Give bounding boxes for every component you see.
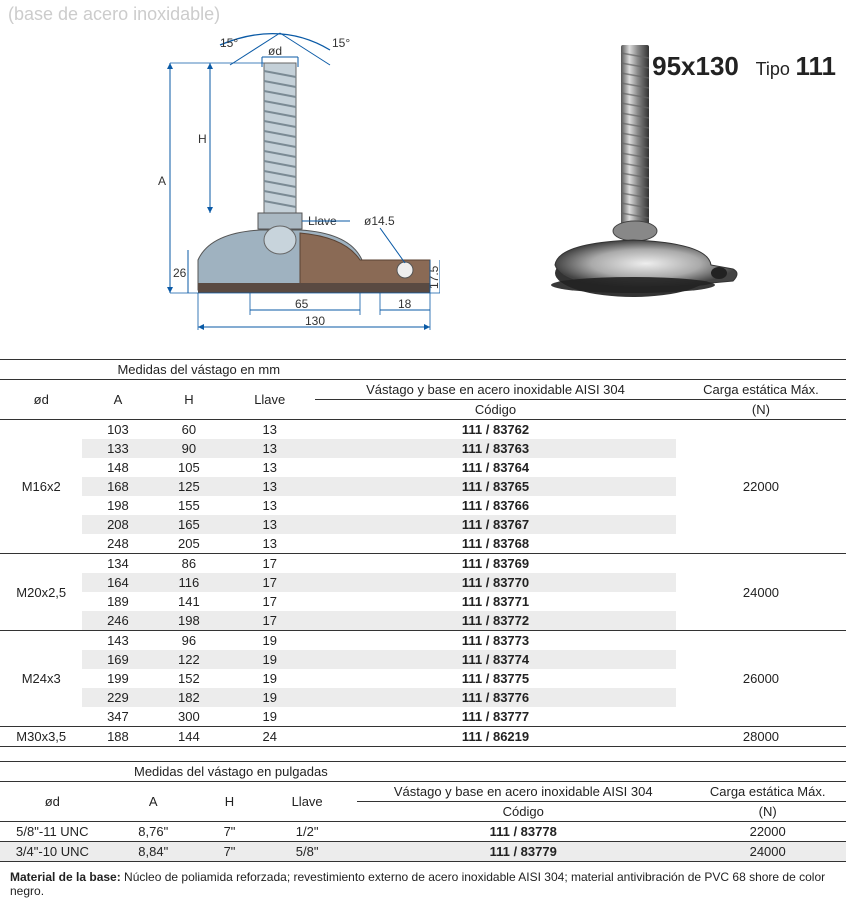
table-row: M20x2,51348617111 / 8376924000 <box>0 554 846 574</box>
angle-right: 15° <box>332 36 350 50</box>
dim-175: 17.5 <box>427 265 440 289</box>
table-inches: Medidas del vástago en pulgadasødAHLlave… <box>0 761 846 862</box>
table-row: M30x3,518814424111 / 8621928000 <box>0 727 846 747</box>
table-row: M24x31439619111 / 8377326000 <box>0 631 846 651</box>
tipo-value: 111 <box>795 51 836 81</box>
material-footnote: Material de la base: Núcleo de poliamida… <box>0 862 846 902</box>
footnote-bold: Material de la base: <box>10 870 121 884</box>
table-row: 3/4"-10 UNC8,84"7"5/8"111 / 8377924000 <box>0 842 846 862</box>
size-label: 95x130 <box>652 51 739 81</box>
hole-dia: ø14.5 <box>364 214 395 228</box>
technical-drawing: 15° 15° ød Llave <box>10 25 440 335</box>
dim-H: H <box>198 132 207 146</box>
footnote-rest: Núcleo de poliamida reforzada; revestimi… <box>10 870 825 898</box>
table-row: M16x21036013111 / 8376222000 <box>0 420 846 440</box>
diagram-row: 15° 15° ød Llave <box>0 25 846 355</box>
table-row: 5/8"-11 UNC8,76"7"1/2"111 / 8377822000 <box>0 822 846 842</box>
dim-65: 65 <box>295 297 309 311</box>
dim-130: 130 <box>305 314 325 328</box>
angle-left: 15° <box>220 36 238 50</box>
dim-26: 26 <box>173 266 187 280</box>
od-label: ød <box>268 44 282 58</box>
tipo-label: Tipo <box>756 59 790 79</box>
dim-18: 18 <box>398 297 412 311</box>
dim-A: A <box>158 174 166 188</box>
title-block: 95x130 Tipo 111 <box>652 51 836 82</box>
faded-subtitle: (base de acero inoxidable) <box>0 0 846 25</box>
table-mm: Medidas del vástago en mmødAHLlaveVástag… <box>0 359 846 747</box>
